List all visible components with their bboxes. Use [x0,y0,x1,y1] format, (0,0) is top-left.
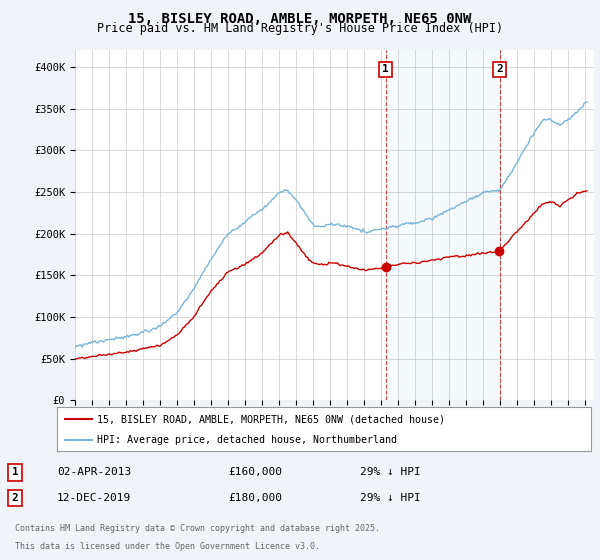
Text: 29% ↓ HPI: 29% ↓ HPI [360,493,421,503]
Text: £160,000: £160,000 [228,467,282,477]
Text: Price paid vs. HM Land Registry's House Price Index (HPI): Price paid vs. HM Land Registry's House … [97,22,503,35]
Text: 02-APR-2013: 02-APR-2013 [57,467,131,477]
Text: £180,000: £180,000 [228,493,282,503]
Text: 15, BISLEY ROAD, AMBLE, MORPETH, NE65 0NW: 15, BISLEY ROAD, AMBLE, MORPETH, NE65 0N… [128,12,472,26]
Bar [386,50,500,400]
Text: HPI: Average price, detached house, Northumberland: HPI: Average price, detached house, Nort… [97,435,397,445]
Text: 1: 1 [11,467,19,477]
Text: 12-DEC-2019: 12-DEC-2019 [57,493,131,503]
Text: 1: 1 [382,64,389,74]
Text: 2: 2 [496,64,503,74]
Text: 15, BISLEY ROAD, AMBLE, MORPETH, NE65 0NW (detached house): 15, BISLEY ROAD, AMBLE, MORPETH, NE65 0N… [97,414,445,424]
Text: Contains HM Land Registry data © Crown copyright and database right 2025.: Contains HM Land Registry data © Crown c… [15,524,380,533]
Text: 2: 2 [11,493,19,503]
Text: This data is licensed under the Open Government Licence v3.0.: This data is licensed under the Open Gov… [15,542,320,552]
Text: 29% ↓ HPI: 29% ↓ HPI [360,467,421,477]
